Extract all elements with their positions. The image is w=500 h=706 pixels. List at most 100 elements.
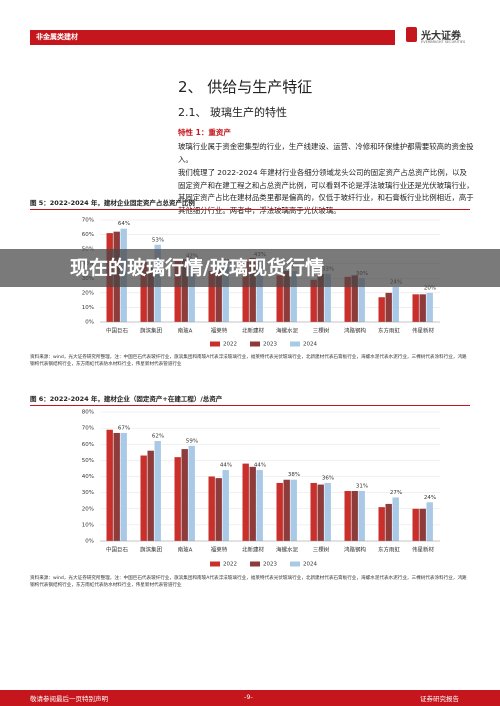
bar: [174, 259, 181, 322]
bar: [344, 276, 351, 322]
bar: [181, 449, 188, 541]
value-label: 24%: [424, 495, 436, 501]
x-tick-label: 南玻A: [178, 546, 193, 554]
bar: [276, 482, 283, 541]
bar: [358, 278, 365, 322]
bar: [324, 482, 331, 541]
value-label: 67%: [118, 425, 130, 431]
header-section: 非金属类建材: [30, 30, 395, 45]
legend-swatch: [210, 561, 220, 567]
bar: [208, 271, 215, 322]
bar: [426, 292, 433, 322]
bar: [419, 508, 426, 541]
y-tick-label: 60%: [82, 442, 94, 448]
bar: [174, 457, 181, 541]
legend-swatch: [290, 341, 300, 347]
x-tick-label: 伟星新材: [412, 327, 435, 335]
bar: [256, 470, 263, 541]
x-tick-label: 东方雨虹: [378, 327, 401, 335]
bar: [147, 268, 154, 322]
value-label: 38%: [288, 472, 300, 478]
value-label: 36%: [322, 475, 334, 481]
x-tick-label: 伟星新材: [412, 546, 435, 554]
y-tick-label: 0%: [85, 320, 94, 326]
y-tick-label: 10%: [82, 305, 94, 311]
bar: [242, 463, 249, 541]
logo-icon: [406, 27, 417, 42]
x-tick-label: 东方雨虹: [378, 546, 401, 554]
value-label: 44%: [254, 463, 266, 469]
bar: [310, 482, 317, 541]
value-label: 44%: [220, 463, 232, 469]
figure-title: 图 5：2022-2024 年，建材企业固定资产占总资产比例: [30, 197, 470, 210]
value-label: 20%: [424, 285, 436, 291]
brand-en: EVERBRIGHT SECURITIES: [421, 40, 466, 44]
x-tick-label: 旗滨集团: [140, 546, 163, 554]
bar: [215, 478, 222, 541]
paragraph: 玻璃行业属于资金密集型的行业，生产线建设、运营、冷修和环保维护都需要较高的资金投…: [178, 142, 474, 164]
x-tick-label: 福莱特: [211, 546, 228, 554]
value-label: 62%: [152, 434, 164, 440]
legend-label: 2024: [303, 562, 317, 568]
value-label: 53%: [152, 237, 164, 243]
figure-source: 资料来源：wind，光大证券研究所整理，注：中国巨石代表玻纤行业，旗滨集团和南玻…: [30, 576, 467, 588]
x-tick-label: 中国巨石: [106, 327, 129, 335]
legend-label: 2022: [223, 562, 237, 568]
value-label: 64%: [118, 221, 130, 227]
figure-source: 资料来源：wind，光大证券研究所整理，注：中国巨石代表玻纤行业，旗滨集团和南玻…: [30, 355, 467, 367]
value-label: 59%: [186, 438, 198, 444]
bar: [419, 294, 426, 322]
x-tick-label: 海螺水泥: [276, 327, 299, 335]
y-tick-label: 60%: [82, 232, 94, 238]
bar: [140, 262, 147, 322]
bar: [181, 259, 188, 322]
bar: [344, 491, 351, 541]
y-tick-label: 10%: [82, 522, 94, 528]
legend-swatch: [250, 341, 260, 347]
bar: [426, 502, 433, 541]
bar: [290, 271, 297, 322]
bar: [310, 279, 317, 322]
y-tick-label: 70%: [82, 218, 94, 224]
brand: 光大证券: [421, 31, 461, 42]
bar: [283, 479, 290, 541]
footer-bar: [0, 690, 500, 706]
bar: [378, 297, 385, 322]
y-tick-label: 0%: [85, 539, 94, 545]
bar: [378, 507, 385, 541]
x-tick-label: 北新建材: [242, 327, 265, 335]
bar: [147, 450, 154, 541]
x-tick-label: 鸿路钢构: [344, 546, 367, 554]
legend-swatch: [210, 341, 220, 347]
footer-page: -9-: [244, 693, 253, 701]
bar: [385, 503, 392, 541]
bar: [392, 287, 399, 322]
legend-label: 2023: [263, 342, 277, 348]
value-label: 27%: [390, 490, 402, 496]
bar: [188, 445, 195, 541]
value-label: 31%: [356, 484, 368, 490]
bar: [140, 455, 147, 541]
chart: 0% 10% 20% 30% 40% 50% 60% 70% 80% 中国巨石 67% 旗滨集团 62%…: [82, 410, 440, 568]
bar: [317, 484, 324, 541]
footer-left: 敬请参阅最后一页特别声明: [30, 695, 108, 703]
legend-label: 2022: [223, 342, 237, 348]
bar: [351, 275, 358, 322]
y-tick-label: 40%: [82, 474, 94, 480]
bar: [222, 266, 229, 322]
bar: [290, 479, 297, 541]
legend-swatch: [250, 561, 260, 567]
bar: [208, 476, 215, 541]
legend-label: 2023: [263, 562, 277, 568]
legend-swatch: [290, 561, 300, 567]
x-tick-label: 三棵树: [313, 327, 330, 335]
bar: [276, 275, 283, 322]
bar: [392, 497, 399, 541]
bar: [249, 257, 256, 322]
paragraph: 我们梳理了 2022-2024 年建材行业各细分领域龙头公司的固定资产占总资产比…: [178, 168, 474, 215]
x-tick-label: 中国巨石: [106, 546, 129, 554]
bar: [242, 259, 249, 322]
x-tick-label: 鸿路钢构: [344, 327, 367, 335]
subheading: 2.1、 玻璃生产的特性: [178, 106, 287, 119]
footer-right: 证券研究报告: [420, 695, 459, 703]
